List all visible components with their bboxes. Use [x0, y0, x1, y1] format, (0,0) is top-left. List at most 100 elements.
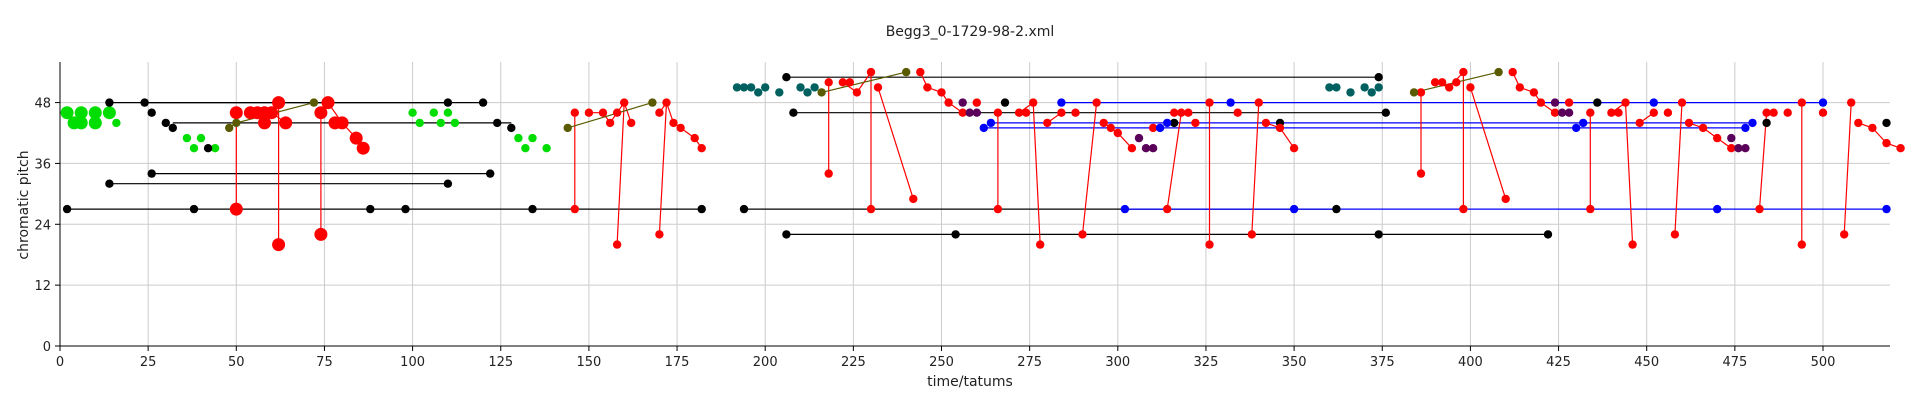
series-points	[60, 67, 1905, 252]
note-point-black	[493, 118, 502, 128]
note-point-green	[102, 106, 116, 120]
note-point-black	[189, 204, 199, 214]
note-point-teal	[746, 83, 756, 92]
note-point-olive	[902, 67, 911, 77]
note-point-red	[958, 108, 967, 117]
note-point-red	[1029, 98, 1038, 107]
note-point-red	[1868, 123, 1877, 133]
note-point-purple	[1141, 144, 1151, 153]
note-point-blue	[1572, 123, 1581, 133]
note-point-olive	[232, 118, 241, 128]
y-tick-label: 48	[34, 97, 51, 112]
note-point-black	[739, 204, 749, 214]
note-point-green	[189, 144, 199, 153]
note-point-red	[1713, 133, 1722, 143]
note-point-red	[866, 67, 876, 77]
note-point-red	[279, 116, 293, 130]
note-point-red	[1289, 144, 1299, 153]
note-point-red	[1170, 108, 1179, 117]
note-point-red	[1847, 98, 1856, 107]
note-point-teal	[761, 83, 770, 92]
note-point-teal	[1346, 88, 1355, 97]
note-point-red	[923, 83, 932, 92]
note-point-black	[1882, 118, 1891, 128]
note-point-red	[1797, 240, 1807, 249]
note-point-black	[147, 169, 156, 178]
note-point-purple	[1741, 144, 1750, 153]
note-point-red	[1430, 78, 1440, 87]
note-point-green	[408, 108, 417, 117]
note-point-purple	[972, 108, 981, 117]
note-point-black	[782, 73, 791, 82]
note-point-teal	[1332, 83, 1341, 92]
note-point-black	[443, 98, 453, 107]
note-point-red	[690, 133, 699, 143]
note-point-red	[873, 83, 883, 92]
note-point-red	[1586, 108, 1595, 117]
note-point-green	[60, 106, 74, 120]
x-tick-label: 300	[1105, 355, 1130, 370]
note-point-black	[1000, 98, 1010, 107]
note-point-black	[1332, 204, 1341, 214]
note-point-red	[584, 108, 594, 117]
note-point-red	[349, 131, 363, 145]
note-point-black	[62, 204, 72, 214]
note-point-blue	[1226, 98, 1235, 107]
note-point-red	[1586, 204, 1595, 214]
axes	[59, 62, 1890, 347]
note-point-red	[824, 169, 833, 178]
note-point-red	[1254, 98, 1264, 107]
note-point-red	[272, 96, 286, 110]
note-point-red	[669, 118, 678, 128]
note-point-red	[627, 118, 636, 128]
note-point-red	[1452, 78, 1461, 87]
note-point-red	[697, 144, 706, 153]
note-point-olive	[648, 98, 657, 107]
note-point-red	[258, 116, 271, 130]
note-point-red	[1057, 108, 1066, 117]
note-point-red	[1607, 108, 1616, 117]
note-point-red	[1515, 83, 1525, 92]
note-point-red	[1536, 98, 1546, 107]
note-point-teal	[1360, 83, 1369, 92]
note-point-red	[1445, 83, 1454, 92]
series-line-red	[658, 102, 668, 235]
note-point-red	[314, 227, 328, 241]
note-point-red	[605, 118, 615, 128]
chart-title: Begg3_0-1729-98-2.xml	[886, 24, 1055, 40]
note-point-red	[1261, 118, 1271, 128]
note-point-green	[88, 116, 102, 130]
x-axis-label: time/tatums	[927, 374, 1013, 390]
note-point-red	[1896, 144, 1905, 153]
note-point-red	[1163, 204, 1172, 214]
note-point-red	[1783, 108, 1792, 117]
note-point-red	[1684, 118, 1694, 128]
note-point-teal	[810, 83, 819, 92]
note-point-red	[1043, 118, 1052, 128]
note-point-black	[1170, 118, 1179, 128]
note-point-blue	[979, 123, 988, 133]
note-point-red	[1762, 108, 1771, 117]
series-line-red	[1166, 112, 1182, 210]
note-point-blue	[1649, 98, 1659, 107]
note-point-purple	[1134, 133, 1144, 143]
note-point-blue	[1163, 118, 1172, 128]
series-line-red	[1843, 102, 1852, 235]
note-point-purple	[965, 108, 974, 117]
note-point-red	[1184, 108, 1193, 117]
note-point-red	[314, 106, 328, 120]
x-tick-label: 375	[1370, 355, 1395, 370]
note-point-black	[443, 179, 453, 188]
note-point-red	[1459, 204, 1468, 214]
note-point-black	[140, 98, 149, 107]
note-point-black	[1543, 230, 1553, 239]
note-point-blue	[1748, 118, 1757, 128]
note-point-red	[655, 230, 664, 239]
note-point-blue	[1289, 204, 1299, 214]
note-point-red	[1071, 108, 1080, 117]
note-point-black	[105, 179, 114, 188]
note-point-black	[478, 98, 488, 107]
note-point-green	[443, 108, 453, 117]
y-tick-label: 24	[34, 218, 51, 233]
note-point-red	[676, 123, 685, 133]
